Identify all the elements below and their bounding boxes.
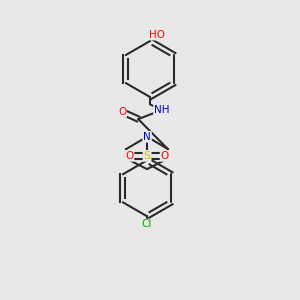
Text: S: S bbox=[143, 151, 151, 161]
Text: O: O bbox=[118, 107, 126, 117]
Text: O: O bbox=[125, 151, 134, 161]
Text: N: N bbox=[143, 132, 151, 142]
Text: HO: HO bbox=[149, 30, 165, 40]
Text: NH: NH bbox=[154, 105, 170, 115]
Text: Cl: Cl bbox=[142, 220, 152, 230]
Text: O: O bbox=[160, 151, 169, 161]
